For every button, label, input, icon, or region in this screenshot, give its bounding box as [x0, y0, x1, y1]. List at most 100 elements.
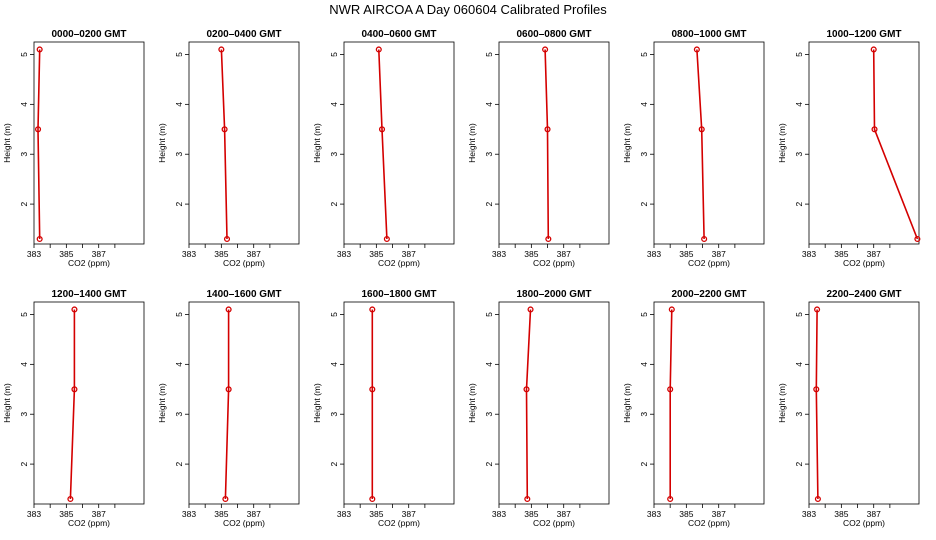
x-tick-label: 383 [802, 249, 816, 259]
panel-title: 2200–2400 GMT [826, 289, 901, 300]
co2-data-point [369, 306, 376, 313]
y-tick-label: 4 [794, 102, 804, 107]
x-tick-label: 385 [524, 249, 538, 259]
profile-panel: 0800–1000 GMT 383 385 387 2 3 4 5 CO2 (ppm) Heigh… [622, 29, 765, 268]
x-tick-label: 385 [679, 249, 693, 259]
co2-data-point [378, 126, 386, 133]
y-tick-label: 2 [639, 461, 649, 466]
y-axis-label: Height (m) [467, 123, 477, 163]
x-tick-label: 387 [557, 249, 571, 259]
x-axis-label: CO2 (ppm) [843, 518, 885, 528]
x-axis-label: CO2 (ppm) [843, 258, 885, 268]
x-tick-label: 385 [59, 509, 73, 519]
x-axis-label: CO2 (ppm) [533, 518, 575, 528]
co2-data-point [36, 46, 43, 53]
x-tick-label: 387 [92, 509, 106, 519]
plot-frame [808, 301, 920, 505]
co2-data-point [667, 386, 674, 393]
profile-panel: 0600–0800 GMT 383 385 387 2 3 4 5 CO2 (ppm) Heigh… [467, 29, 610, 268]
co2-data-point [34, 126, 42, 133]
plot-frame [653, 301, 765, 505]
co2-profile-line [544, 49, 550, 240]
y-tick-label: 4 [639, 102, 649, 107]
x-tick-label: 387 [712, 509, 726, 519]
x-tick-label: 387 [247, 509, 261, 519]
x-axis-label: CO2 (ppm) [688, 518, 730, 528]
co2-data-point [814, 306, 821, 313]
co2-profile-line [696, 49, 705, 240]
y-tick-label: 5 [19, 52, 29, 57]
panel-grid: 0000–0200 GMT 383 385 387 2 3 4 5 CO2 (ppm) Heigh… [2, 29, 921, 528]
y-axis-label: Height (m) [622, 383, 632, 423]
x-axis-label: CO2 (ppm) [223, 518, 265, 528]
panel-title: 1400–1600 GMT [206, 289, 281, 300]
x-tick-label: 387 [867, 249, 881, 259]
y-tick-label: 2 [639, 201, 649, 206]
co2-data-point [545, 235, 552, 243]
y-tick-label: 4 [329, 102, 339, 107]
y-tick-label: 5 [794, 52, 804, 57]
y-tick-label: 2 [174, 461, 184, 466]
co2-data-point [667, 495, 674, 503]
co2-data-point [523, 386, 530, 393]
plot-frame [33, 301, 145, 505]
x-tick-label: 385 [214, 249, 228, 259]
plot-frame [33, 41, 145, 245]
y-tick-label: 3 [639, 412, 649, 417]
plot-frame [343, 41, 455, 245]
y-axis-label: Height (m) [157, 123, 167, 163]
x-tick-label: 383 [182, 509, 196, 519]
x-tick-label: 383 [647, 509, 661, 519]
panel-title: 0600–0800 GMT [516, 29, 591, 40]
panel-title: 0800–1000 GMT [671, 29, 746, 40]
y-tick-label: 5 [329, 52, 339, 57]
y-tick-label: 3 [484, 152, 494, 157]
y-tick-label: 5 [794, 312, 804, 317]
y-tick-label: 4 [19, 362, 29, 367]
y-tick-label: 5 [329, 312, 339, 317]
x-axis-label: CO2 (ppm) [68, 258, 110, 268]
x-tick-label: 385 [679, 509, 693, 519]
panel-title: 1800–2000 GMT [516, 289, 591, 300]
x-tick-label: 383 [27, 509, 41, 519]
x-axis-label: CO2 (ppm) [378, 258, 420, 268]
y-tick-label: 3 [794, 152, 804, 157]
co2-profile-line [872, 49, 919, 240]
x-tick-label: 387 [712, 249, 726, 259]
co2-profile-line [224, 309, 230, 500]
co2-data-point [524, 495, 531, 503]
figure-title: NWR AIRCOA A Day 060604 Calibrated Profi… [329, 2, 607, 17]
x-tick-label: 385 [59, 249, 73, 259]
co2-data-point [871, 126, 878, 133]
x-tick-label: 385 [369, 509, 383, 519]
y-tick-label: 5 [174, 312, 184, 317]
y-axis-label: Height (m) [157, 383, 167, 423]
co2-data-point [914, 235, 921, 243]
x-tick-label: 383 [337, 509, 351, 519]
co2-data-point [225, 306, 232, 313]
y-axis-label: Height (m) [777, 123, 787, 163]
co2-data-point [375, 46, 382, 53]
profile-panel: 1800–2000 GMT 383 385 387 2 3 4 5 CO2 (ppm) Heigh… [467, 289, 610, 528]
x-tick-label: 387 [557, 509, 571, 519]
co2-profile-line [220, 49, 228, 240]
co2-data-point [225, 386, 232, 393]
profile-panel: 1600–1800 GMT 383 385 387 2 3 4 5 CO2 (ppm) Heigh… [312, 289, 455, 528]
plot-frame [498, 41, 610, 245]
y-tick-label: 3 [174, 152, 184, 157]
x-axis-label: CO2 (ppm) [688, 258, 730, 268]
y-tick-label: 4 [329, 362, 339, 367]
y-axis-label: Height (m) [312, 123, 322, 163]
x-tick-label: 385 [834, 509, 848, 519]
x-tick-label: 387 [92, 249, 106, 259]
y-tick-label: 2 [484, 201, 494, 206]
y-tick-label: 5 [639, 312, 649, 317]
co2-data-point [698, 126, 705, 133]
y-axis-label: Height (m) [312, 383, 322, 423]
co2-data-point [542, 46, 549, 53]
y-tick-label: 4 [639, 362, 649, 367]
y-tick-label: 5 [639, 52, 649, 57]
y-tick-label: 4 [19, 102, 29, 107]
y-tick-label: 4 [174, 102, 184, 107]
